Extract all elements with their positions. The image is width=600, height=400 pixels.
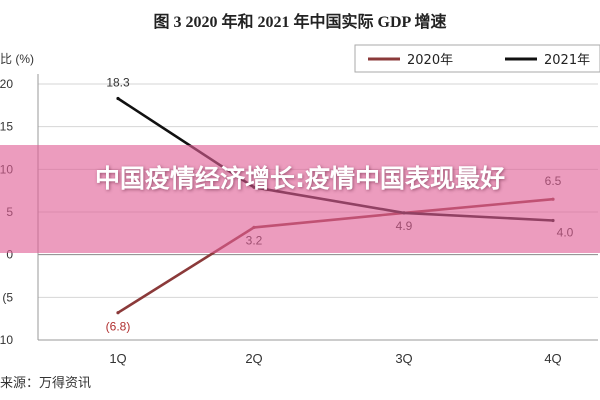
legend-label: 2020年 bbox=[407, 53, 453, 68]
y-tick-label: 20 bbox=[0, 77, 13, 91]
overlay-banner-text: 中国疫情经济增长:疫情中国表现最好 bbox=[95, 164, 505, 193]
data-label-2021: 18.3 bbox=[106, 76, 130, 90]
y-tick-label: (10 bbox=[0, 333, 13, 347]
x-tick-label: 4Q bbox=[544, 351, 561, 366]
overlay-banner bbox=[0, 145, 600, 253]
y-tick-label: 15 bbox=[0, 120, 13, 134]
data-point-2021 bbox=[116, 96, 120, 101]
x-tick-label: 3Q bbox=[395, 351, 412, 366]
source-note: 来源：万得资讯 bbox=[0, 376, 92, 391]
y-tick-label: 0 bbox=[6, 248, 13, 262]
x-tick-label: 2Q bbox=[245, 351, 262, 366]
legend-label: 2021年 bbox=[544, 53, 590, 68]
y-axis-label: 比 (%) bbox=[0, 52, 34, 66]
y-tick-label: (5 bbox=[2, 290, 13, 304]
data-point-2020 bbox=[116, 311, 120, 315]
chart-title: 图 3 2020 年和 2021 年中国实际 GDP 增速 bbox=[153, 14, 447, 31]
data-label-2020: (6.8) bbox=[106, 320, 131, 334]
x-tick-label: 1Q bbox=[109, 351, 126, 366]
